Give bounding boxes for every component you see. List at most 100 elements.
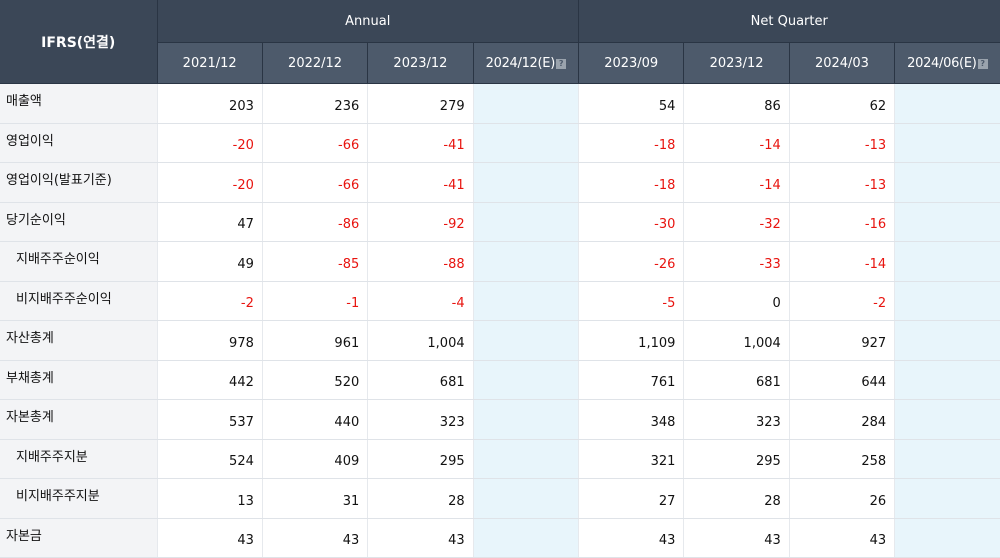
annual-value-cell — [473, 123, 580, 163]
quarter-value-cell: 43 — [789, 518, 896, 558]
row-label: 지배주주지분 — [0, 439, 158, 479]
quarter-value-cell — [894, 320, 1000, 361]
annual-value-cell: 43 — [367, 518, 474, 558]
quarter-value-cell: -14 — [789, 241, 896, 282]
row-label: 비지배주주지분 — [0, 478, 158, 519]
annual-value-cell — [473, 320, 580, 361]
period-header-annual-estimate: 2024/12(E)? — [473, 42, 580, 84]
table-header: IFRS(연결) Annual Net Quarter 2021/12 2022… — [0, 0, 1000, 84]
table-row: 비지배주주순이익 -2 -1 -4 -5 0 -2 — [0, 281, 1000, 321]
quarter-value-cell: -16 — [789, 202, 896, 242]
quarter-value-cell — [894, 202, 1000, 242]
row-label: 지배주주순이익 — [0, 241, 158, 282]
quarter-group-header: Net Quarter — [578, 0, 1000, 43]
annual-value-cell — [473, 83, 580, 124]
quarter-value-cell — [894, 162, 1000, 203]
table-row: 지배주주순이익 49 -85 -88 -26 -33 -14 — [0, 241, 1000, 282]
annual-value-cell — [473, 281, 580, 321]
quarter-value-cell: -5 — [578, 281, 685, 321]
question-mark-icon[interactable]: ? — [977, 58, 988, 69]
annual-value-cell: -41 — [367, 123, 474, 163]
annual-value-cell: -85 — [262, 241, 369, 282]
annual-value-cell: -88 — [367, 241, 474, 282]
annual-value-cell — [473, 202, 580, 242]
quarter-value-cell: -13 — [789, 162, 896, 203]
quarter-value-cell — [894, 478, 1000, 519]
annual-value-cell: -1 — [262, 281, 369, 321]
annual-value-cell: 961 — [262, 320, 369, 361]
period-header-quarter: 2023/09 — [578, 42, 685, 84]
quarter-value-cell: 27 — [578, 478, 685, 519]
row-label: 당기순이익 — [0, 202, 158, 242]
annual-value-cell: 537 — [157, 399, 263, 440]
row-label: 매출액 — [0, 83, 158, 124]
annual-value-cell: 440 — [262, 399, 369, 440]
quarter-value-cell — [894, 83, 1000, 124]
quarter-value-cell: 1,004 — [683, 320, 790, 361]
table-title: IFRS(연결) — [0, 0, 158, 84]
quarter-value-cell: 43 — [578, 518, 685, 558]
quarter-value-cell: 295 — [683, 439, 790, 479]
annual-value-cell: 43 — [262, 518, 369, 558]
quarter-value-cell: 761 — [578, 360, 685, 400]
quarter-value-cell: -33 — [683, 241, 790, 282]
quarter-value-cell: -14 — [683, 123, 790, 163]
annual-value-cell: 236 — [262, 83, 369, 124]
table-row: 영업이익(발표기준) -20 -66 -41 -18 -14 -13 — [0, 162, 1000, 203]
table-row: 비지배주주지분 13 31 28 27 28 26 — [0, 478, 1000, 519]
quarter-value-cell: 43 — [683, 518, 790, 558]
row-label: 자산총계 — [0, 320, 158, 361]
quarter-value-cell: 348 — [578, 399, 685, 440]
quarter-value-cell: -26 — [578, 241, 685, 282]
row-label: 비지배주주순이익 — [0, 281, 158, 321]
quarter-value-cell: 1,109 — [578, 320, 685, 361]
row-label: 영업이익 — [0, 123, 158, 163]
annual-value-cell: 520 — [262, 360, 369, 400]
annual-value-cell: 681 — [367, 360, 474, 400]
quarter-value-cell: 644 — [789, 360, 896, 400]
quarter-value-cell: -13 — [789, 123, 896, 163]
period-header-quarter: 2024/03 — [789, 42, 896, 84]
table-row: 당기순이익 47 -86 -92 -30 -32 -16 — [0, 202, 1000, 242]
quarter-value-cell: -14 — [683, 162, 790, 203]
annual-value-cell: 409 — [262, 439, 369, 479]
annual-value-cell: 978 — [157, 320, 263, 361]
table-row: 자산총계 978 961 1,004 1,109 1,004 927 — [0, 320, 1000, 361]
question-mark-icon[interactable]: ? — [556, 58, 566, 69]
quarter-value-cell: 86 — [683, 83, 790, 124]
quarter-value-cell: 681 — [683, 360, 790, 400]
table-row: 매출액 203 236 279 54 86 62 — [0, 83, 1000, 124]
quarter-value-cell — [894, 518, 1000, 558]
table-row: 지배주주지분 524 409 295 321 295 258 — [0, 439, 1000, 479]
quarter-value-cell: -30 — [578, 202, 685, 242]
annual-value-cell: -86 — [262, 202, 369, 242]
row-label: 자본금 — [0, 518, 158, 558]
annual-value-cell: 524 — [157, 439, 263, 479]
period-header-quarter-estimate: 2024/06(E)? — [894, 42, 1000, 84]
quarter-value-cell — [894, 439, 1000, 479]
annual-value-cell: -66 — [262, 162, 369, 203]
quarter-value-cell — [894, 123, 1000, 163]
annual-value-cell: -20 — [157, 162, 263, 203]
annual-value-cell: -41 — [367, 162, 474, 203]
quarter-value-cell: 323 — [683, 399, 790, 440]
period-label: 2024/06(E) — [907, 55, 977, 71]
annual-value-cell: 49 — [157, 241, 263, 282]
period-header-annual: 2022/12 — [262, 42, 369, 84]
quarter-value-cell: 54 — [578, 83, 685, 124]
table-row: 자본총계 537 440 323 348 323 284 — [0, 399, 1000, 440]
table-body: 매출액 203 236 279 54 86 62 영업이익 -20 -66 -41 -18 -14 -13… — [0, 83, 1000, 558]
quarter-value-cell: -18 — [578, 123, 685, 163]
quarter-value-cell: -2 — [789, 281, 896, 321]
quarter-value-cell — [894, 241, 1000, 282]
annual-value-cell: 323 — [367, 399, 474, 440]
period-header-annual: 2021/12 — [157, 42, 263, 84]
period-label: 2024/12(E) — [485, 55, 556, 71]
annual-value-cell: 203 — [157, 83, 263, 124]
annual-value-cell: 295 — [367, 439, 474, 479]
table-row: 부채총계 442 520 681 761 681 644 — [0, 360, 1000, 400]
quarter-value-cell: 258 — [789, 439, 896, 479]
annual-value-cell — [473, 399, 580, 440]
annual-value-cell: 1,004 — [367, 320, 474, 361]
